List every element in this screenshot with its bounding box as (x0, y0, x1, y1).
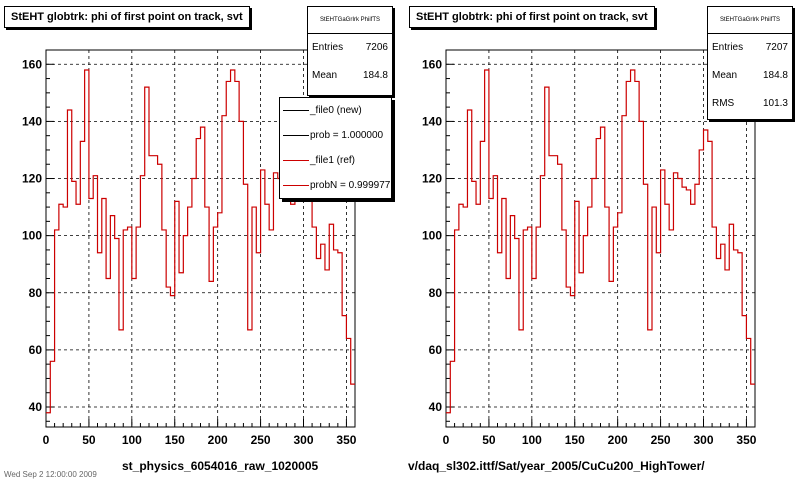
legend-line-swatch (283, 160, 309, 161)
right-stats-value: 184.8 (762, 70, 788, 81)
left-x-tick-label: 300 (293, 433, 313, 447)
right-stats-label: Entries (712, 42, 744, 53)
right-stats-row: RMS 101.3 (708, 90, 792, 118)
legend-entry: _file1 (ref) (280, 148, 391, 173)
right-stats-label: Mean (712, 70, 738, 81)
left-y-tick-label: 100 (22, 229, 42, 243)
right-y-tick-label: 140 (422, 114, 442, 128)
right-x-tick-label: 150 (565, 433, 585, 447)
right-stats-header: StEHTGaGrIrk PhiifTS (708, 7, 792, 34)
left-x-tick-label: 150 (165, 433, 185, 447)
right-stats-box: StEHTGaGrIrk PhiifTS Entries 7207 Mean 1… (707, 6, 793, 120)
left-y-tick-label: 80 (29, 286, 43, 300)
left-stats-row: Entries 7206 (308, 34, 392, 62)
right-x-tick-label: 100 (522, 433, 542, 447)
left-caption: st_physics_6054016_raw_1020005 (122, 459, 319, 473)
left-stats-row: Mean 184.8 (308, 62, 392, 90)
left-x-tick-label: 0 (43, 433, 50, 447)
right-histogram-series (446, 69, 755, 414)
left-stats-box: StEHTGaGrIrk PhiifTS Entries 7206 Mean 1… (307, 6, 393, 96)
legend-label: _file0 (new) (310, 105, 362, 116)
left-x-tick-label: 100 (122, 433, 142, 447)
right-plot-title: StEHT globtrk: phi of first point on tra… (409, 6, 655, 28)
right-y-tick-label: 160 (422, 57, 442, 71)
timestamp: Wed Sep 2 12:00:00 2009 (4, 470, 97, 479)
legend-label: _file1 (ref) (310, 155, 356, 166)
right-y-tick-label: 120 (422, 172, 442, 186)
right-y-tick-label: 60 (429, 343, 443, 357)
left-x-tick-label: 350 (336, 433, 356, 447)
right-stats-row: Entries 7207 (708, 34, 792, 62)
left-y-tick-label: 160 (22, 57, 42, 71)
right-x-tick-label: 200 (608, 433, 628, 447)
right-x-tick-label: 350 (736, 433, 756, 447)
right-x-tick-label: 0 (443, 433, 450, 447)
right-x-tick-label: 250 (651, 433, 671, 447)
left-stats-value: 184.8 (362, 70, 388, 81)
left-y-tick-label: 60 (29, 343, 43, 357)
legend-label: prob = 1.000000 (310, 130, 384, 141)
right-stats-value: 7207 (765, 42, 788, 53)
right-y-tick-label: 80 (429, 286, 443, 300)
right-caption: v/daq_sl302.ittf/Sat/year_2005/CuCu200_H… (408, 459, 705, 473)
legend-entry: probN = 0.999977 (280, 173, 391, 198)
left-x-tick-label: 200 (208, 433, 228, 447)
right-y-tick-label: 100 (422, 229, 442, 243)
right-x-tick-label: 300 (693, 433, 713, 447)
legend-line-swatch (283, 185, 309, 186)
left-plot-title: StEHT globtrk: phi of first point on tra… (4, 6, 250, 28)
right-y-tick-label: 40 (429, 400, 443, 414)
left-stats-header: StEHTGaGrIrk PhiifTS (308, 7, 392, 34)
legend-label: probN = 0.999977 (310, 180, 391, 191)
right-stats-value: 101.3 (762, 98, 788, 109)
left-stats-label: Mean (312, 70, 338, 81)
left-y-tick-label: 120 (22, 172, 42, 186)
legend-box: _file0 (new) prob = 1.000000 _file1 (ref… (279, 97, 392, 199)
left-stats-label: Entries (312, 42, 344, 53)
left-y-tick-label: 140 (22, 114, 42, 128)
left-x-tick-label: 250 (251, 433, 271, 447)
right-stats-label: RMS (712, 98, 735, 109)
right-stats-row: Mean 184.8 (708, 62, 792, 90)
legend-entry: _file0 (new) (280, 98, 391, 123)
left-y-tick-label: 40 (29, 400, 43, 414)
left-x-tick-label: 50 (82, 433, 96, 447)
legend-line-swatch (283, 135, 309, 136)
legend-line-swatch (283, 110, 309, 111)
right-x-tick-label: 50 (482, 433, 496, 447)
left-stats-value: 7206 (365, 42, 388, 53)
legend-entry: prob = 1.000000 (280, 123, 391, 148)
